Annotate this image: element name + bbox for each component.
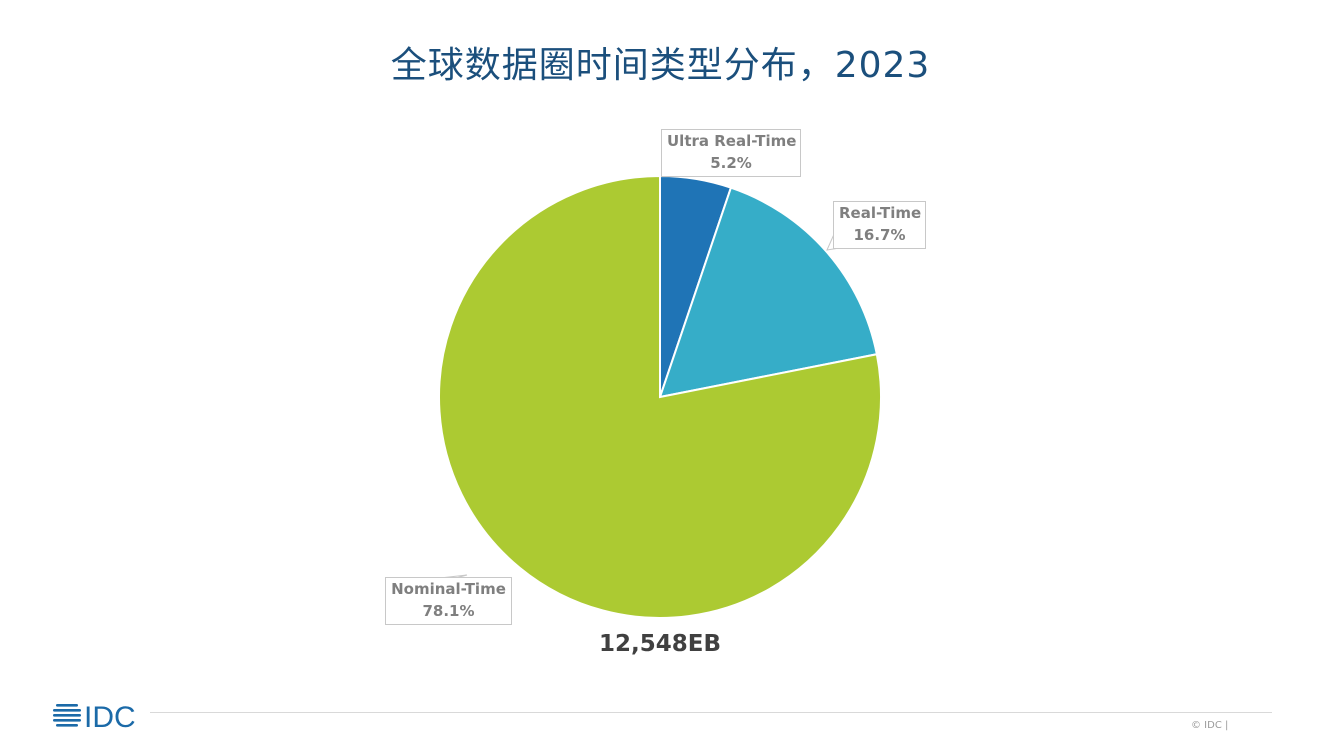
- pie-slices: [438, 174, 882, 619]
- slice-label: Ultra Real-Time: [667, 132, 797, 150]
- idc-logo: IDC: [53, 701, 136, 734]
- callout-nominal-time: Nominal-Time 78.1%: [385, 577, 512, 625]
- pie-slice-nominal-time: [438, 174, 882, 619]
- slice-label: Nominal-Time: [391, 580, 506, 598]
- slice-value: 78.1%: [422, 602, 475, 620]
- slice-value: 16.7%: [853, 226, 906, 244]
- callout-real-time: Real-Time 16.7%: [833, 201, 926, 249]
- total-label: 12,548EB: [599, 631, 721, 657]
- callout-ultra-real-time: Ultra Real-Time 5.2%: [661, 129, 801, 177]
- logo-text: IDC: [84, 701, 136, 734]
- footer-divider: [150, 712, 1272, 713]
- pie-slice-real-time: [658, 186, 878, 399]
- chart-title: 全球数据圈时间类型分布，2023: [390, 45, 931, 86]
- slice-label: Real-Time: [839, 204, 922, 222]
- copyright: © IDC |: [1191, 720, 1229, 731]
- globe-icon: [53, 704, 81, 727]
- slice-value: 5.2%: [710, 154, 752, 172]
